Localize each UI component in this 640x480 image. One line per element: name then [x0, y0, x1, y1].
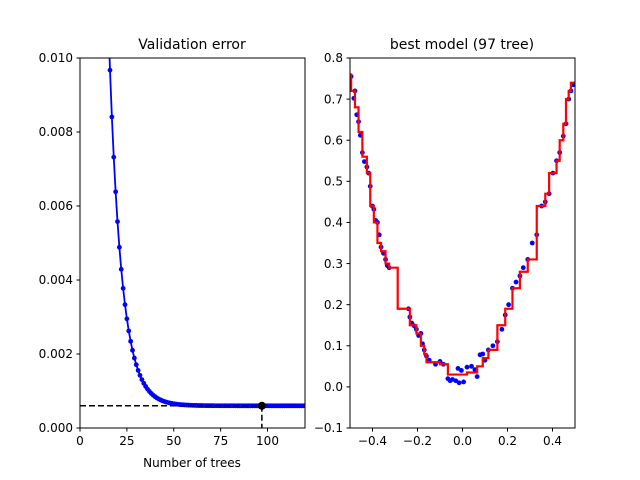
right-chart-title: best model (97 tree)	[390, 37, 534, 53]
sample-point	[456, 380, 462, 386]
validation-error-point	[115, 219, 120, 224]
sample-point	[506, 302, 512, 308]
left-y-tick-label: 0.000	[39, 421, 73, 435]
best-model-marker	[257, 401, 266, 410]
left-y-tick-label: 0.002	[39, 347, 73, 361]
validation-error-point	[130, 347, 135, 353]
validation-error-point	[124, 316, 130, 322]
validation-error-point	[118, 266, 124, 272]
left-x-tick-label: 100	[256, 434, 279, 448]
validation-error-point	[137, 372, 143, 378]
left-y-tick-label: 0.004	[39, 273, 73, 287]
best-model-panel: best model (97 tree) −0.4 −0.2 0.0 0.2 0.4−0…	[314, 37, 576, 448]
right-axes: −0.4 −0.2 0.0 0.2 0.4 −0.1 0.0 0.1 0.2 0.3 0.4 0.5 0…	[314, 51, 576, 448]
left-y-tick-label: 0.006	[39, 199, 73, 213]
left-axes: 0 25 50 75 100 0.000 0.002 0.004 0.006 0.008 0.010	[39, 51, 306, 448]
validation-error-point	[133, 362, 139, 368]
sample-point	[362, 159, 367, 165]
left-chart-title: Validation error	[138, 37, 246, 53]
left-x-tick-label: 50	[166, 434, 181, 448]
sample-point	[464, 364, 470, 370]
left-x-tick-label: 75	[213, 434, 228, 448]
validation-error-point	[302, 403, 305, 409]
validation-error-point	[120, 285, 126, 291]
right-y-tick-label: 0.2	[324, 298, 343, 312]
right-y-tick-label: 0.5	[324, 175, 343, 189]
left-y-tick-label: 0.008	[39, 125, 73, 139]
sample-point	[513, 279, 519, 285]
right-y-tick-label: −0.1	[314, 421, 343, 435]
validation-error-point	[107, 67, 113, 73]
sample-point	[529, 240, 535, 246]
right-y-tick-label: 0.8	[324, 51, 343, 65]
right-plot-area	[350, 73, 575, 386]
left-x-axis-label: Number of trees	[143, 456, 241, 470]
sample-point	[520, 265, 526, 271]
right-y-tick-label: 0.3	[324, 257, 343, 271]
sample-point	[499, 326, 505, 332]
right-y-tick-label: 0.1	[324, 339, 343, 353]
validation-error-point	[126, 328, 132, 334]
sample-point	[490, 343, 496, 349]
validation-error-point	[131, 355, 137, 361]
left-axes-frame	[79, 57, 306, 429]
validation-error-point	[116, 244, 122, 250]
left-x-tick-label: 0	[76, 434, 84, 448]
sample-point	[461, 379, 467, 385]
validation-error-point	[113, 189, 119, 195]
validation-error-point	[128, 338, 134, 344]
sample-point	[474, 374, 480, 380]
right-x-tick-label: 0.2	[498, 434, 517, 448]
sample-point	[469, 363, 474, 369]
validation-error-point	[111, 154, 117, 160]
validation-error-panel: Validation error 0 25 50 75 100 0.000 0.002 0.0…	[39, 37, 306, 470]
right-y-tick-label: 0.7	[324, 92, 343, 106]
sample-point	[458, 368, 464, 373]
right-x-tick-label: −0.4	[358, 434, 387, 448]
sample-point	[480, 351, 486, 357]
right-x-tick-label: 0.0	[453, 434, 472, 448]
right-y-tick-label: 0.6	[324, 133, 343, 147]
right-x-tick-label: −0.2	[403, 434, 432, 448]
right-y-tick-label: 0.4	[324, 216, 343, 230]
validation-error-point	[122, 302, 128, 308]
validation-error-point	[139, 377, 145, 382]
right-y-tick-label: 0.0	[324, 380, 343, 394]
left-x-tick-label: 25	[119, 434, 134, 448]
validation-error-point	[109, 114, 115, 120]
left-y-tick-label: 0.010	[39, 51, 73, 65]
right-x-tick-label: 0.4	[543, 434, 562, 448]
validation-error-point	[135, 368, 141, 373]
model-step-line	[350, 73, 575, 376]
